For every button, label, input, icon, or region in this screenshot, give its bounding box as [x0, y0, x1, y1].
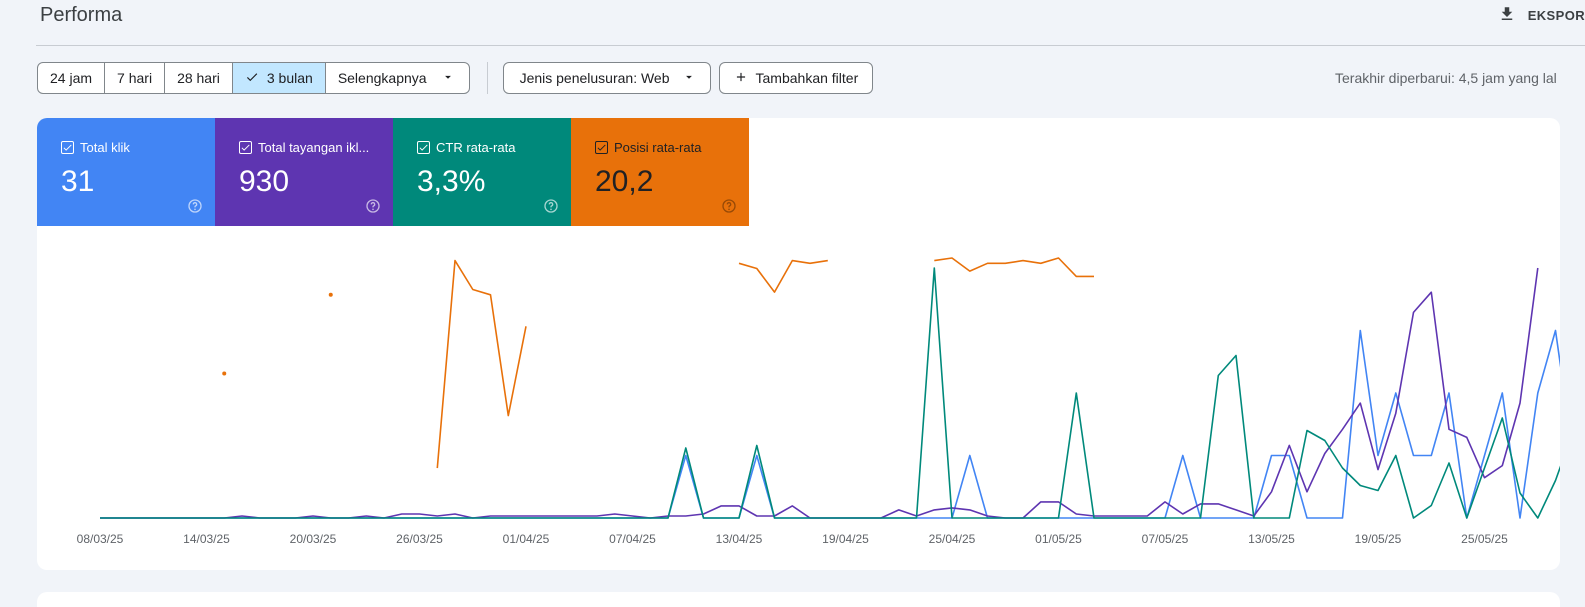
range-28d-button[interactable]: 28 hari [165, 63, 233, 93]
check-icon [245, 70, 259, 87]
add-filter-label: Tambahkan filter [755, 70, 859, 86]
search-type-dropdown[interactable]: Jenis penelusuran: Web [502, 62, 711, 94]
metric-value: 31 [61, 165, 95, 198]
series-line [100, 329, 1560, 519]
download-icon [1498, 5, 1516, 26]
x-tick-label: 07/04/25 [609, 532, 656, 546]
metric-tile-average-ctr[interactable]: CTR rata-rata 3,3% [393, 118, 571, 226]
performance-chart-card: 08/03/25 14/03/25 20/03/25 26/03/25 01/04/25… [37, 118, 1560, 570]
metric-tile-average-position[interactable]: Posisi rata-rata 20,2 [571, 118, 749, 226]
data-point [222, 371, 227, 376]
range-24h-button[interactable]: 24 jam [38, 63, 106, 93]
next-section-card [37, 592, 1560, 607]
series-line [436, 257, 1094, 469]
performance-line-chart: 08/03/25 14/03/25 20/03/25 26/03/25 01/04/25… [77, 257, 1560, 546]
filter-toolbar: 24 jam 7 hari 28 hari 3 bulan Selengkapn… [37, 62, 881, 94]
x-tick-label: 13/04/25 [716, 532, 763, 546]
checkbox-checked-icon[interactable] [595, 141, 608, 154]
last-updated-text: Terakhir diperbarui: 4,5 jam yang lal [1335, 70, 1557, 86]
x-tick-label: 25/05/25 [1461, 532, 1508, 546]
metric-value: 20,2 [595, 165, 654, 198]
metric-tile-total-impressions[interactable]: Total tayangan ikl... 930 [215, 118, 393, 226]
metric-label: CTR rata-rata [436, 140, 516, 155]
range-28d-label: 28 hari [177, 70, 220, 86]
checkbox-checked-icon[interactable] [239, 141, 252, 154]
range-7d-button[interactable]: 7 hari [105, 63, 166, 93]
range-3m-button[interactable]: 3 bulan [232, 63, 326, 93]
x-tick-label: 25/04/25 [929, 532, 976, 546]
x-tick-label: 08/03/25 [77, 532, 124, 546]
x-tick-label: 01/04/25 [503, 532, 550, 546]
x-tick-label: 07/05/25 [1142, 532, 1189, 546]
range-more-button[interactable]: Selengkapnya [326, 63, 469, 93]
metric-label: Total klik [80, 140, 130, 155]
help-icon[interactable] [187, 198, 203, 214]
data-point [328, 292, 333, 297]
checkbox-checked-icon[interactable] [417, 141, 430, 154]
metric-value: 3,3% [417, 165, 486, 198]
metric-label: Posisi rata-rata [614, 140, 702, 155]
series-line [100, 267, 1539, 519]
plus-icon [734, 70, 748, 87]
x-tick-label: 20/03/25 [290, 532, 337, 546]
caret-down-icon [682, 70, 696, 87]
x-tick-label: 13/05/25 [1248, 532, 1295, 546]
x-tick-label: 14/03/25 [183, 532, 230, 546]
toolbar-separator [486, 62, 488, 94]
header-divider [36, 45, 1585, 46]
date-range-selector: 24 jam 7 hari 28 hari 3 bulan Selengkapn… [37, 62, 470, 94]
range-more-label: Selengkapnya [337, 70, 427, 86]
x-tick-label: 01/05/25 [1035, 532, 1082, 546]
help-icon[interactable] [543, 198, 559, 214]
add-filter-button[interactable]: Tambahkan filter [718, 62, 874, 94]
help-icon[interactable] [365, 198, 381, 214]
export-button[interactable]: EKSPOR [1498, 5, 1585, 26]
caret-down-icon [441, 70, 455, 87]
range-24h-label: 24 jam [50, 70, 93, 86]
metric-label: Total tayangan ikl... [258, 140, 370, 155]
x-tick-label: 19/05/25 [1355, 532, 1402, 546]
export-label: EKSPOR [1527, 8, 1585, 23]
range-3m-label: 3 bulan [266, 70, 313, 86]
metric-tile-total-clicks[interactable]: Total klik 31 [37, 118, 215, 226]
search-type-label: Jenis penelusuran: Web [519, 70, 670, 86]
help-icon[interactable] [721, 198, 737, 214]
x-tick-label: 26/03/25 [396, 532, 443, 546]
range-7d-label: 7 hari [117, 70, 153, 86]
checkbox-checked-icon[interactable] [61, 141, 74, 154]
page-title: Performa [40, 4, 123, 26]
metric-value: 930 [239, 165, 290, 198]
x-tick-label: 19/04/25 [822, 532, 869, 546]
series-line [100, 267, 1560, 519]
